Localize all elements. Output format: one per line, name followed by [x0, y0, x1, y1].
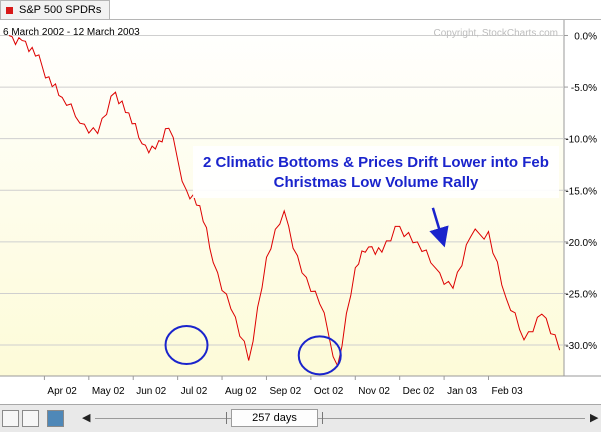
x-tick-label: Jun 02 [136, 386, 166, 397]
chart-date-range: 6 March 2002 - 12 March 2003 [3, 27, 140, 38]
series-color-marker [6, 7, 13, 14]
chart-tab-title: S&P 500 SPDRs [19, 4, 102, 16]
x-tick-label: Jul 02 [181, 386, 208, 397]
y-tick-label: 0.0% [574, 31, 597, 42]
candlestick-tool-button[interactable] [22, 410, 39, 427]
bottom-toolbar: ◀ 257 days ▶ [0, 404, 601, 432]
bottom-highlight-circle [297, 335, 342, 376]
x-tick-label: May 02 [92, 386, 125, 397]
chart-tab[interactable]: S&P 500 SPDRs [0, 0, 110, 20]
annotation-arrow [429, 207, 449, 248]
chart-style-tool-button[interactable] [47, 410, 64, 427]
slider-left-grip[interactable] [226, 412, 227, 424]
x-tick-label: Aug 02 [225, 386, 257, 397]
date-range-days[interactable]: 257 days [231, 409, 318, 427]
date-range-slider-track[interactable] [95, 418, 585, 419]
y-tick-label: -20.0% [565, 238, 597, 249]
scroll-right-arrow-icon[interactable]: ▶ [590, 412, 599, 424]
y-tick-label: -5.0% [571, 83, 597, 94]
x-tick-label: Feb 03 [492, 386, 524, 397]
tab-divider [0, 19, 601, 20]
bottom-highlight-circle [164, 325, 209, 366]
annotation-line-2: Christmas Low Volume Rally [274, 174, 479, 191]
x-tick-label: Jan 03 [447, 386, 477, 397]
y-tick-label: -25.0% [565, 289, 597, 300]
price-line [8, 35, 561, 368]
x-tick-label: Oct 02 [314, 386, 344, 397]
copyright-text: Copyright, StockCharts.com [434, 28, 559, 39]
y-tick-label: -10.0% [565, 135, 597, 146]
annotation-line-1: 2 Climatic Bottoms & Prices Drift Lower … [203, 154, 549, 171]
x-tick-label: Dec 02 [403, 386, 435, 397]
x-tick-label: Nov 02 [358, 386, 390, 397]
y-tick-label: -30.0% [565, 341, 597, 352]
line-chart-tool-button[interactable] [2, 410, 19, 427]
x-tick-label: Sep 02 [269, 386, 301, 397]
scroll-left-arrow-icon[interactable]: ◀ [82, 412, 91, 424]
x-tick-label: Apr 02 [47, 386, 77, 397]
y-tick-label: -15.0% [565, 186, 597, 197]
price-chart: 0.0%-5.0%-10.0%-15.0%-20.0%-25.0%-30.0% … [0, 20, 601, 397]
slider-right-grip[interactable] [322, 412, 323, 424]
annotation-box [193, 146, 559, 198]
